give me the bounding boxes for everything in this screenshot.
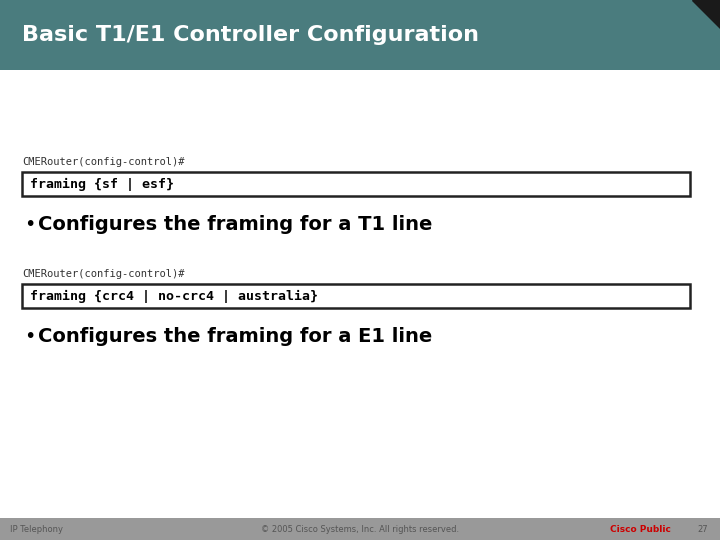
Text: © 2005 Cisco Systems, Inc. All rights reserved.: © 2005 Cisco Systems, Inc. All rights re… xyxy=(261,524,459,534)
Text: framing {sf | esf}: framing {sf | esf} xyxy=(30,178,174,191)
Text: •: • xyxy=(24,327,35,346)
Polygon shape xyxy=(692,0,720,28)
Bar xyxy=(22,172,690,196)
Bar xyxy=(22,284,690,308)
Text: 27: 27 xyxy=(698,524,708,534)
Text: Cisco Public: Cisco Public xyxy=(610,524,671,534)
Text: Basic T1/E1 Controller Configuration: Basic T1/E1 Controller Configuration xyxy=(22,25,479,45)
Text: Configures the framing for a E1 line: Configures the framing for a E1 line xyxy=(38,327,432,346)
Text: CMERouter(config-control)#: CMERouter(config-control)# xyxy=(22,269,184,279)
Bar xyxy=(0,518,720,540)
Bar xyxy=(0,0,720,70)
Text: Configures the framing for a T1 line: Configures the framing for a T1 line xyxy=(38,214,433,233)
Text: •: • xyxy=(24,214,35,233)
Text: framing {crc4 | no-crc4 | australia}: framing {crc4 | no-crc4 | australia} xyxy=(30,289,318,302)
Text: IP Telephony: IP Telephony xyxy=(10,524,63,534)
Text: CMERouter(config-control)#: CMERouter(config-control)# xyxy=(22,157,184,167)
